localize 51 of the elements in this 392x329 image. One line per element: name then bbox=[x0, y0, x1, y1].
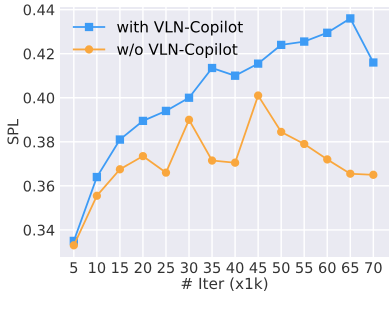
point bbox=[184, 116, 194, 124]
point bbox=[116, 165, 124, 174]
point bbox=[92, 192, 102, 200]
point bbox=[138, 116, 148, 126]
x-tick-label: 65 bbox=[342, 262, 358, 274]
point bbox=[138, 152, 148, 160]
x-tick-label: 35 bbox=[204, 262, 220, 274]
x-tick-label: 70 bbox=[365, 262, 382, 274]
point bbox=[230, 158, 240, 167]
x-tick-label: 30 bbox=[180, 262, 198, 274]
point bbox=[323, 155, 332, 164]
y-tick-label: 0.40 bbox=[24, 92, 54, 104]
x-tick-label: 25 bbox=[158, 262, 174, 274]
point bbox=[277, 40, 286, 50]
point bbox=[162, 106, 170, 116]
y-tick-label: 0.34 bbox=[24, 224, 54, 236]
point bbox=[346, 170, 354, 178]
point bbox=[230, 72, 240, 80]
point bbox=[254, 59, 262, 68]
y-tick-label: 0.38 bbox=[24, 136, 54, 148]
y-tick-label: 0.42 bbox=[24, 48, 54, 60]
x-tick-label: 60 bbox=[318, 262, 336, 274]
point bbox=[208, 156, 216, 165]
point bbox=[277, 128, 286, 136]
x-axis-title: # Iter (x1k) bbox=[182, 277, 268, 291]
y-tick-label: 0.36 bbox=[24, 180, 54, 192]
x-tick-label: 20 bbox=[134, 262, 152, 274]
point bbox=[70, 241, 78, 250]
point bbox=[208, 64, 216, 72]
point bbox=[162, 168, 170, 177]
x-tick-label: 50 bbox=[273, 262, 290, 274]
x-tick-label: 55 bbox=[296, 262, 312, 274]
point bbox=[254, 91, 262, 100]
legend-label: w/o VLN-Copilot bbox=[117, 43, 238, 58]
x-tick-label: 10 bbox=[89, 262, 106, 274]
point bbox=[346, 14, 354, 23]
point bbox=[369, 170, 378, 180]
point bbox=[116, 135, 124, 144]
y-tick-label: 0.44 bbox=[24, 4, 54, 16]
point bbox=[323, 28, 332, 37]
point bbox=[92, 172, 102, 182]
x-tick-label: 5 bbox=[70, 262, 78, 274]
y-axis-title: SPL bbox=[7, 118, 18, 144]
x-tick-label: 40 bbox=[226, 262, 244, 274]
x-tick-label: 15 bbox=[112, 262, 128, 274]
legend-label: with VLN-Copilot bbox=[117, 20, 243, 36]
point bbox=[369, 58, 378, 67]
point bbox=[184, 94, 194, 102]
x-tick-label: 45 bbox=[250, 262, 266, 274]
point bbox=[300, 140, 308, 148]
point bbox=[300, 37, 308, 46]
